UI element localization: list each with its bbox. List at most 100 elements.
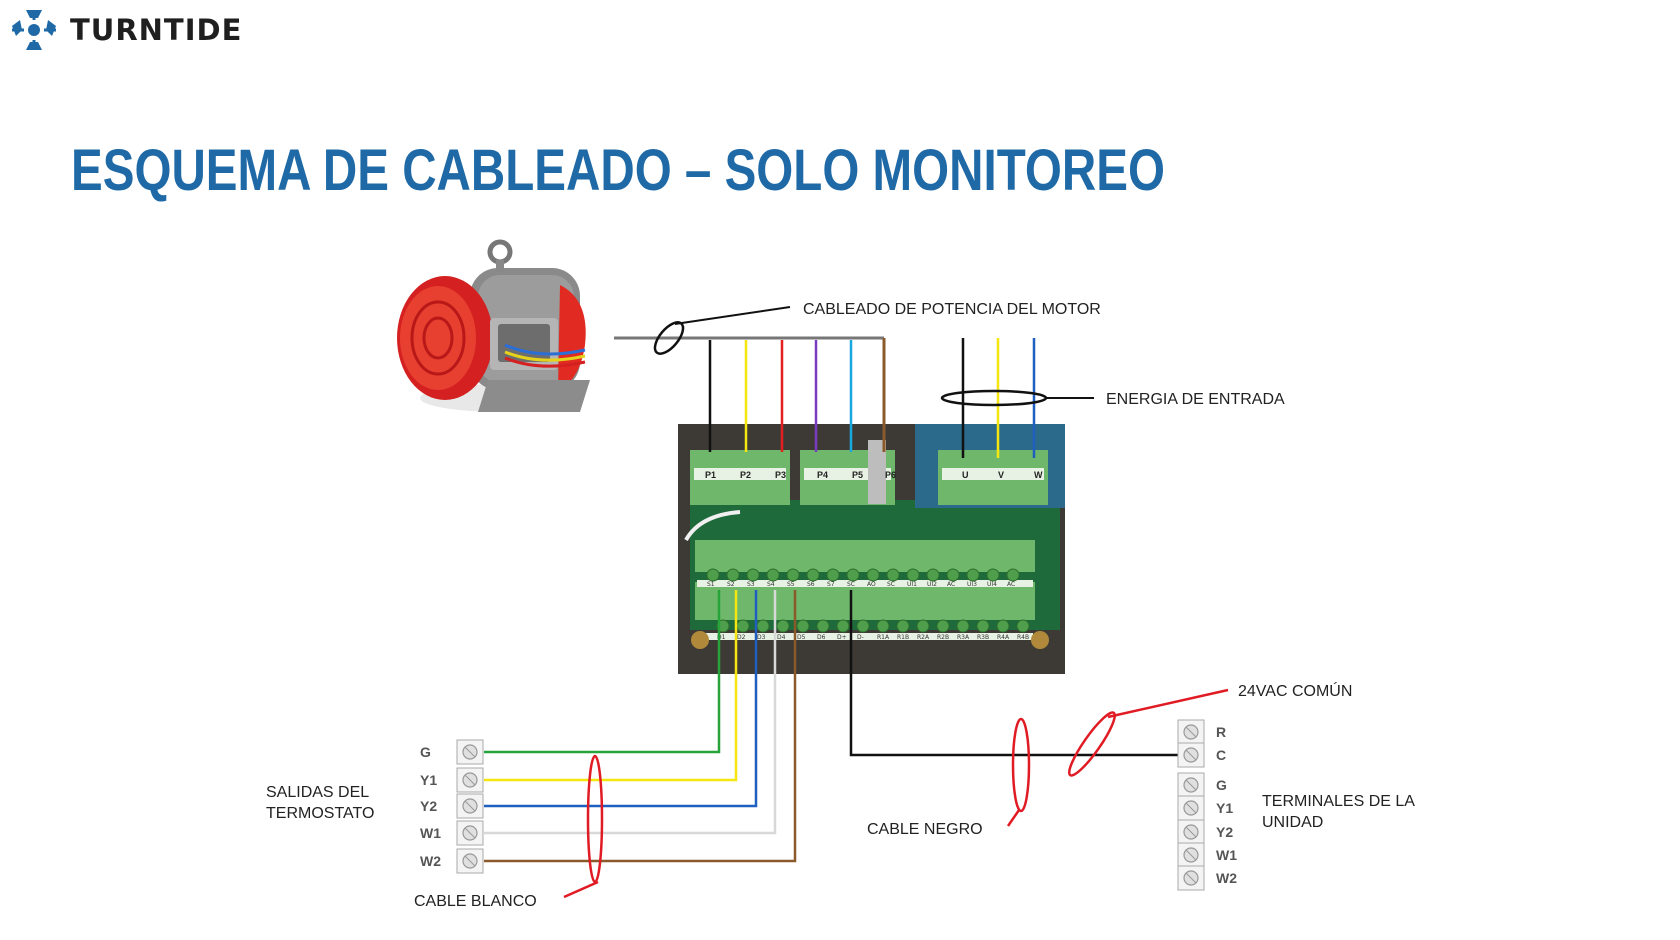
label-unit-terminals-line2: UNIDAD xyxy=(1262,814,1323,831)
unit-bottom-terminal-slot-4 xyxy=(1185,872,1197,884)
thermostat-terminal-strip: G Y1 Y2 W1 W2 xyxy=(420,739,484,874)
lower-label-15: R4B xyxy=(1017,634,1029,641)
lower-screw-2 xyxy=(756,619,770,633)
upper-label-10: UI1 xyxy=(907,581,917,588)
board-label-w: W xyxy=(1034,470,1043,480)
common-loop xyxy=(1067,711,1117,777)
lower-screw-8 xyxy=(876,619,890,633)
lower-label-14: R4A xyxy=(997,634,1010,641)
upper-label-3: S4 xyxy=(767,581,775,588)
upper-label-11: UI2 xyxy=(927,581,937,588)
unit-bottom-terminal-label-g: G xyxy=(1216,777,1227,793)
turntide-logo-icon xyxy=(12,10,56,50)
black-cable-leader xyxy=(1006,809,1021,827)
brand-logo: TURNTIDE xyxy=(6,6,242,54)
unit-bottom-terminal-label-y1: Y1 xyxy=(1216,800,1233,816)
lower-screw-7 xyxy=(856,619,870,633)
upper-label-7: SC xyxy=(847,581,855,588)
upper-screw-11 xyxy=(926,568,940,582)
upper-screw-12 xyxy=(946,568,960,582)
upper-label-9: SC xyxy=(887,581,895,588)
upper-screw-5 xyxy=(806,568,820,582)
lower-screw-13 xyxy=(976,619,990,633)
wires xyxy=(484,338,1178,863)
upper-label-12: AC xyxy=(947,581,955,588)
unit-bottom-terminal-slot-1 xyxy=(1185,802,1197,814)
lower-screw-9 xyxy=(896,619,910,633)
wire-common-black xyxy=(849,590,1178,757)
lower-screw-1 xyxy=(736,619,750,633)
lower-label-3: D4 xyxy=(777,634,786,641)
unit-top-terminal-slot-1 xyxy=(1185,749,1197,761)
label-black-cable: CABLE NEGRO xyxy=(867,821,983,838)
lower-screw-4 xyxy=(796,619,810,633)
board-label-u: U xyxy=(962,470,969,480)
thermostat-terminal-slot-3 xyxy=(464,827,476,839)
board-label-p1: P1 xyxy=(705,470,716,480)
upper-label-15: AC xyxy=(1007,581,1015,588)
lower-screw-6 xyxy=(836,619,850,633)
label-input-power: ENERGIA DE ENTRADA xyxy=(1106,391,1285,408)
unit-top-terminal-label-c: C xyxy=(1216,747,1226,763)
board-label-p2: P2 xyxy=(740,470,751,480)
upper-label-13: UI3 xyxy=(967,581,977,588)
wire-g-green xyxy=(484,590,721,754)
white-cable-leader xyxy=(563,880,599,899)
unit-bottom-terminal-label-y2: Y2 xyxy=(1216,824,1233,840)
upper-screw-2 xyxy=(746,568,760,582)
lower-label-10: R2A xyxy=(917,634,930,641)
white-cable-loop xyxy=(586,754,604,884)
thermostat-terminal-slot-0 xyxy=(464,746,476,758)
upper-label-6: S7 xyxy=(827,581,835,588)
board-label-v: V xyxy=(998,470,1004,480)
thermostat-terminal-label-w2: W2 xyxy=(420,853,441,869)
board-label-p3: P3 xyxy=(775,470,786,480)
unit-bottom-terminal-slot-0 xyxy=(1185,779,1197,791)
label-motor-power: CABLEADO DE POTENCIA DEL MOTOR xyxy=(803,301,1101,318)
board-label-p5: P5 xyxy=(852,470,863,480)
lower-screw-10 xyxy=(916,619,930,633)
upper-screw-10 xyxy=(906,568,920,582)
label-unit-terminals-line1: TERMINALES DE LA xyxy=(1262,793,1415,810)
black-cable-loop xyxy=(1011,717,1031,813)
lower-label-12: R3A xyxy=(957,634,970,641)
upper-label-5: S6 xyxy=(807,581,815,588)
label-white-cable: CABLE BLANCO xyxy=(414,893,537,910)
board-label-p6: P6 xyxy=(885,470,896,480)
wire-w2-brown xyxy=(484,590,797,863)
label-thermostat-outputs-line1: SALIDAS DEL xyxy=(266,784,369,801)
lower-label-0: D1 xyxy=(717,634,726,641)
motor-image xyxy=(397,239,590,412)
thermostat-terminal-slot-2 xyxy=(464,800,476,812)
motor-cable-leader xyxy=(674,306,791,325)
lower-screw-5 xyxy=(816,619,830,633)
brand-name: TURNTIDE xyxy=(70,13,243,47)
upper-screw-1 xyxy=(726,568,740,582)
lower-label-1: D2 xyxy=(737,634,746,641)
upper-label-8: AO xyxy=(867,581,876,588)
unit-terminal-strip: RCG Y1 Y2 W1 W2 xyxy=(1177,719,1237,891)
input-power-loop xyxy=(940,389,1048,407)
unit-bottom-terminal-label-w2: W2 xyxy=(1216,870,1237,886)
lower-label-9: R1B xyxy=(897,634,909,641)
lower-label-5: D6 xyxy=(817,634,826,641)
thermostat-terminal-label-y2: Y2 xyxy=(420,798,437,814)
upper-label-1: S2 xyxy=(727,581,735,588)
controller-board: P1 P2 P3 P4 P5 P6 U V W S1 S2 S3 S4 S5 S6 S7 SC AO SC UI1 UI… xyxy=(678,424,1065,674)
common-leader xyxy=(1107,688,1229,719)
label-thermostat-outputs-line2: TERMOSTATO xyxy=(266,805,374,822)
lower-screw-3 xyxy=(776,619,790,633)
lower-label-11: R2B xyxy=(937,634,949,641)
upper-label-0: S1 xyxy=(707,581,715,588)
lower-screw-14 xyxy=(996,619,1010,633)
unit-bottom-terminal-slot-3 xyxy=(1185,849,1197,861)
lower-label-13: R3B xyxy=(977,634,989,641)
lower-label-2: D3 xyxy=(757,634,766,641)
wire-y2-blue xyxy=(484,590,758,808)
upper-screw-0 xyxy=(706,568,720,582)
upper-screw-13 xyxy=(966,568,980,582)
upper-screw-6 xyxy=(826,568,840,582)
lower-screw-12 xyxy=(956,619,970,633)
unit-top-terminal-label-r: R xyxy=(1216,724,1226,740)
